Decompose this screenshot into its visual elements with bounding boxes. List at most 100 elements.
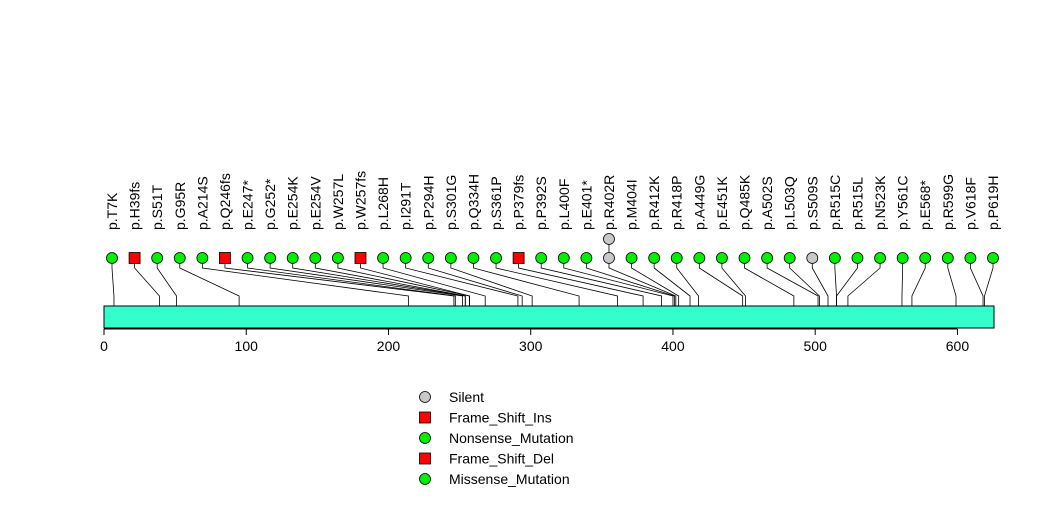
legend-label: Nonsense_Mutation bbox=[449, 430, 574, 446]
mutation-marker bbox=[490, 252, 502, 264]
mutation-marker bbox=[444, 252, 457, 264]
mutation-stem bbox=[970, 258, 984, 306]
mutation-marker bbox=[219, 252, 231, 264]
mutation-marker bbox=[648, 252, 661, 264]
legend-label: Frame_Shift_Del bbox=[449, 451, 554, 467]
mutation-marker bbox=[716, 252, 728, 264]
mutation-label: p.L503Q bbox=[782, 176, 798, 230]
mutation-stem bbox=[134, 258, 160, 306]
mutation-marker bbox=[851, 252, 864, 264]
mutation-label: p.R515C bbox=[827, 175, 843, 230]
mutation-stem bbox=[676, 258, 699, 306]
x-tick-label: 0 bbox=[100, 338, 108, 354]
mutation-marker bbox=[580, 252, 593, 264]
mutation-label: p.S361P bbox=[488, 176, 504, 230]
legend-swatch bbox=[419, 473, 431, 485]
mutation-marker bbox=[874, 252, 886, 264]
mutation-label: p.H39fs bbox=[127, 182, 143, 230]
mutation-label: p.R412K bbox=[646, 175, 662, 230]
x-tick-label: 400 bbox=[661, 338, 685, 354]
mutation-label: p.R515L bbox=[849, 177, 865, 230]
mutation-stem bbox=[473, 258, 580, 306]
mutation-marker bbox=[535, 252, 548, 264]
mutation-marker bbox=[106, 252, 118, 264]
mutation-labels: p.T7K p.H39fs p.S51T p.G95R p.A214S p.Q246fs p… bbox=[104, 171, 1001, 230]
mutation-stem bbox=[653, 258, 691, 306]
legend-label: Silent bbox=[449, 389, 484, 405]
legend-item: Frame_Shift_Del bbox=[419, 451, 554, 467]
mutation-label: p.L268H bbox=[375, 177, 391, 230]
mutation-marker bbox=[806, 252, 819, 264]
mutation-stem bbox=[984, 258, 994, 306]
mutation-stem bbox=[111, 258, 115, 306]
mutation-stem bbox=[179, 258, 240, 306]
mutation-label: p.G252* bbox=[262, 178, 278, 230]
mutation-label: p.W257fs bbox=[352, 171, 368, 230]
mutation-label: p.P294H bbox=[420, 176, 436, 230]
mutation-stem bbox=[518, 258, 644, 306]
mutation-marker bbox=[919, 252, 932, 264]
mutation-marker bbox=[761, 252, 774, 264]
mutation-marker bbox=[941, 252, 954, 264]
mutation-label: p.Q334H bbox=[465, 174, 481, 230]
mutation-label: p.M404I bbox=[624, 179, 640, 230]
mutation-marker bbox=[693, 252, 706, 264]
mutation-label: p.P379fs bbox=[511, 175, 527, 230]
mutation-marker bbox=[196, 252, 209, 264]
mutation-marker bbox=[422, 252, 435, 264]
mutation-label: p.R402R bbox=[601, 175, 617, 230]
mutation-marker bbox=[828, 252, 841, 264]
mutation-label: p.N523K bbox=[872, 175, 888, 230]
mutation-label: p.E247* bbox=[240, 180, 256, 230]
mutation-marker bbox=[670, 252, 683, 264]
mutation-stem bbox=[495, 258, 618, 306]
mutation-marker bbox=[331, 252, 344, 264]
mutation-marker bbox=[467, 252, 480, 264]
mutation-marker bbox=[625, 252, 638, 264]
mutation-marker bbox=[512, 252, 525, 264]
legend-swatch bbox=[419, 391, 431, 403]
mutation-label: p.Y561C bbox=[895, 176, 911, 230]
x-tick-label: 300 bbox=[519, 338, 543, 354]
mutation-label: p.P392S bbox=[533, 176, 549, 230]
mutation-stem bbox=[836, 258, 858, 306]
mutation-markers bbox=[106, 233, 999, 264]
x-tick-label: 100 bbox=[235, 338, 259, 354]
mutation-label: p.E254V bbox=[307, 176, 323, 230]
legend-swatch bbox=[419, 411, 431, 424]
legend-swatch bbox=[419, 432, 431, 444]
mutation-stem bbox=[698, 258, 744, 306]
mutation-label: p.A214S bbox=[194, 176, 210, 230]
mutation-stem bbox=[721, 258, 746, 306]
mutation-stem bbox=[540, 258, 662, 306]
mutation-marker bbox=[964, 252, 977, 264]
mutation-label: p.I291T bbox=[398, 182, 414, 230]
mutation-stem bbox=[405, 258, 519, 306]
mutation-label: p.Q485K bbox=[737, 174, 753, 230]
mutation-marker bbox=[603, 252, 615, 264]
x-tick-label: 200 bbox=[377, 338, 401, 354]
legend-item: Nonsense_Mutation bbox=[419, 430, 574, 446]
legend-item: Missense_Mutation bbox=[419, 471, 570, 487]
mutation-stem bbox=[911, 258, 926, 306]
mutation-stem bbox=[766, 258, 819, 306]
mutation-marker bbox=[399, 252, 412, 264]
mutation-label: p.S509S bbox=[804, 176, 820, 230]
mutation-label: p.S301G bbox=[443, 175, 459, 230]
mutation-label: p.R418P bbox=[669, 176, 685, 230]
mutation-label: p.R599G bbox=[940, 174, 956, 230]
mutation-label: p.E401* bbox=[578, 180, 594, 230]
mutation-marker bbox=[783, 252, 796, 264]
mutation-stem bbox=[427, 258, 523, 306]
mutation-label: p.Q246fs bbox=[217, 173, 233, 230]
mutation-marker bbox=[241, 252, 254, 264]
mutation-stem bbox=[847, 258, 881, 306]
mutation-stem bbox=[292, 258, 466, 306]
mutation-label: p.E568* bbox=[917, 180, 933, 230]
mutation-stem bbox=[947, 258, 957, 306]
mutation-label: p.G95R bbox=[172, 182, 188, 230]
mutation-label: p.W257L bbox=[330, 174, 346, 230]
mutation-marker bbox=[264, 252, 277, 264]
mutation-stem bbox=[156, 258, 177, 306]
x-axis: 0 100 200 300 400 500 600 bbox=[100, 328, 969, 354]
